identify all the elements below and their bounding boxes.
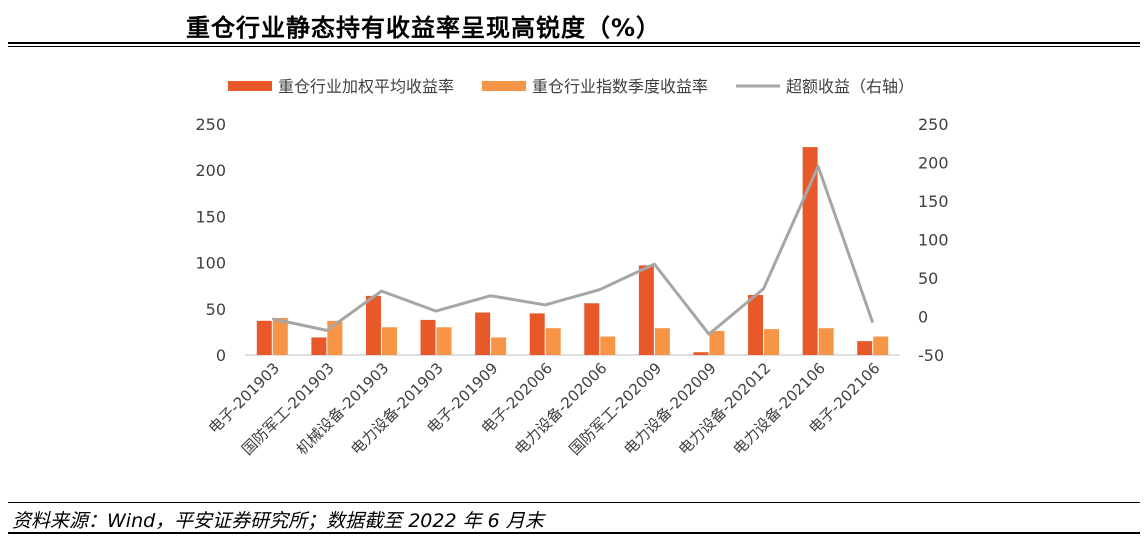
y-left-tick-label: 0 <box>216 346 226 365</box>
y-left-tick-label: 50 <box>206 300 226 319</box>
y-right-tick-label: 150 <box>918 192 949 211</box>
bar-weighted-avg <box>529 313 545 355</box>
bar-weighted-avg <box>693 352 709 355</box>
bar-index-quarterly <box>491 337 507 355</box>
bar-index-quarterly <box>818 328 834 355</box>
y-left-tick-label: 250 <box>195 115 226 134</box>
y-left-tick-label: 150 <box>195 207 226 226</box>
y-right-tick-label: 0 <box>918 308 928 327</box>
x-tick-label: 电力设备-202009 <box>620 359 719 458</box>
bottom-rule-thick <box>8 532 1140 534</box>
x-tick-label: 国防军工-201903 <box>238 359 337 458</box>
bar-index-quarterly <box>709 330 725 355</box>
y-left-tick-label: 200 <box>195 161 226 180</box>
bar-weighted-avg <box>365 295 381 355</box>
y-right-tick-label: 50 <box>918 269 938 288</box>
y-right-tick-label: 100 <box>918 231 949 250</box>
bar-weighted-avg <box>256 320 272 355</box>
legend-label: 重仓行业指数季度收益率 <box>532 77 708 96</box>
bar-weighted-avg <box>857 341 873 355</box>
excess-return-polyline <box>271 164 875 336</box>
legend-swatch <box>482 81 526 91</box>
chart-area: 重仓行业加权平均收益率 重仓行业指数季度收益率 超额收益（右轴） 0 50 100 150… <box>195 77 948 459</box>
bar-index-quarterly <box>327 320 343 355</box>
bar-weighted-avg <box>475 312 491 355</box>
bar-index-quarterly <box>436 327 452 355</box>
x-tick-label: 机械设备-201903 <box>293 359 392 458</box>
x-axis-labels: 电子-201903国防军工-201903机械设备-201903电力设备-2019… <box>205 359 884 458</box>
top-rule-thin <box>8 46 1140 47</box>
bar-index-quarterly <box>545 328 561 355</box>
legend-label: 重仓行业加权平均收益率 <box>278 77 454 96</box>
y-left-tick-label: 100 <box>195 254 226 273</box>
legend-label: 超额收益（右轴） <box>786 77 914 96</box>
bar-weighted-avg <box>748 294 764 355</box>
chart-title: 重仓行业静态持有收益率呈现高锐度（%） <box>186 14 662 42</box>
axes: 0 50 100 150 200 250 -50 0 50 100 150 200 250 <box>195 115 948 365</box>
bar-weighted-avg <box>638 265 654 355</box>
bar-index-quarterly <box>600 336 616 355</box>
bar-weighted-avg <box>584 303 600 355</box>
source-note: 资料来源：Wind，平安证券研究所；数据截至 2022 年 6 月末 <box>12 510 544 532</box>
bar-index-quarterly <box>654 328 670 355</box>
excess-return-line <box>271 164 875 336</box>
x-tick-label: 电力设备-202006 <box>511 359 610 458</box>
bar-weighted-avg <box>311 337 327 355</box>
bar-index-quarterly <box>272 318 288 355</box>
y-right-tick-label: 250 <box>918 115 949 134</box>
bar-index-quarterly <box>873 336 889 355</box>
bottom-rule <box>8 502 1140 503</box>
y-right-tick-label: -50 <box>918 346 944 365</box>
legend-swatch <box>228 81 272 91</box>
legend: 重仓行业加权平均收益率 重仓行业指数季度收益率 超额收益（右轴） <box>228 77 914 96</box>
y-right-tick-label: 200 <box>918 154 949 173</box>
bar-index-quarterly <box>764 329 780 355</box>
bar-index-quarterly <box>381 327 397 355</box>
top-rule <box>8 42 1140 44</box>
x-tick-label: 电力设备-201903 <box>347 359 446 458</box>
bar-weighted-avg <box>802 147 818 355</box>
x-tick-label: 电力设备-202106 <box>729 359 828 458</box>
bar-weighted-avg <box>420 319 436 355</box>
bars <box>256 147 889 355</box>
x-tick-label: 国防军工-202009 <box>566 359 665 458</box>
x-tick-label: 电力设备-202012 <box>675 359 774 458</box>
